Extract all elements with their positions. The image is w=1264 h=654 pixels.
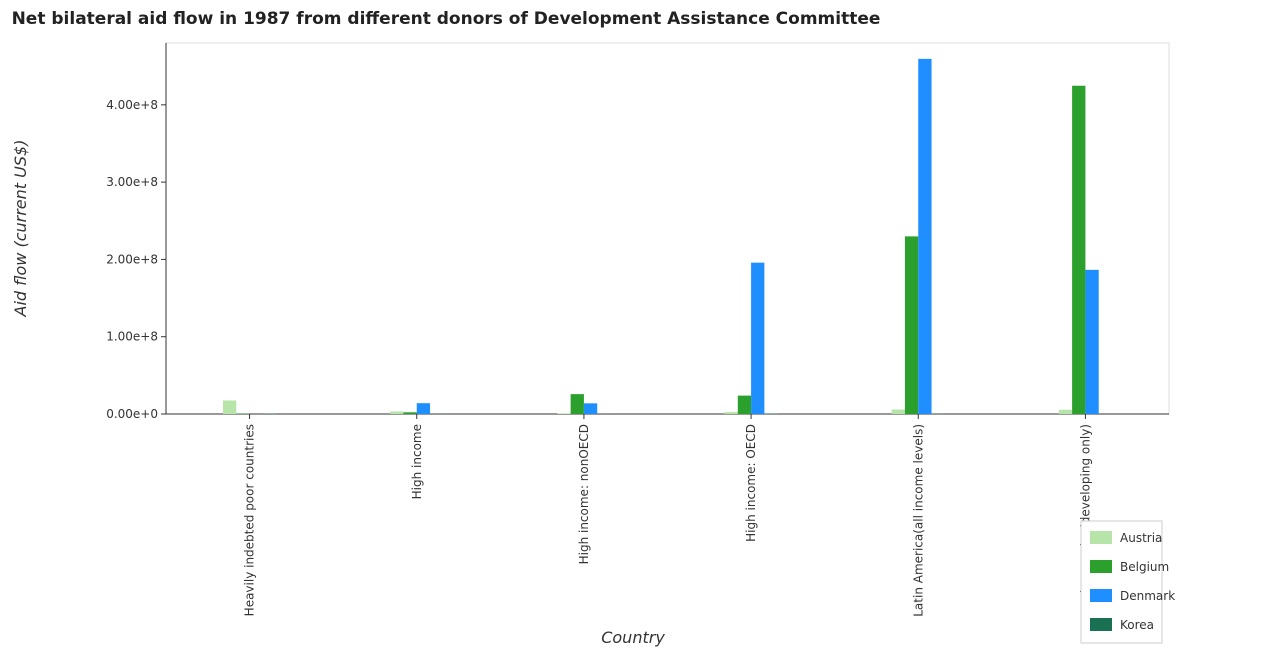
- bar-denmark: [751, 263, 764, 414]
- legend-label-korea: Korea: [1120, 618, 1154, 632]
- bar-austria: [1059, 410, 1072, 414]
- bars: [223, 59, 1099, 414]
- bar-belgium: [1072, 86, 1085, 414]
- x-ticks: Heavily indebted poor countries High inco…: [243, 414, 1093, 617]
- y-ticks: 0.00e+0 1.00e+8 2.00e+8 3.00e+8 4.00e+8: [106, 98, 166, 421]
- y-tick-label: 0.00e+0: [106, 407, 158, 421]
- y-tick-label: 3.00e+8: [106, 175, 158, 189]
- bar-denmark: [918, 59, 931, 414]
- legend-label-denmark: Denmark: [1120, 589, 1175, 603]
- chart-title: Net bilateral aid flow in 1987 from diff…: [12, 9, 881, 29]
- legend-swatch-korea: [1090, 618, 1112, 631]
- plot-frame: [166, 43, 1169, 414]
- legend-swatch-denmark: [1090, 589, 1112, 602]
- bar-austria: [390, 411, 403, 414]
- y-axis-label: Aid flow (current US$): [11, 140, 30, 318]
- bar-belgium: [905, 236, 918, 414]
- x-tick-label: Heavily indebted poor countries: [243, 424, 257, 616]
- x-tick-label: Latin America(all income levels): [911, 424, 925, 617]
- x-tick-label: High income: [410, 424, 424, 499]
- x-tick-label: High income: OECD: [744, 424, 758, 542]
- bar-belgium: [403, 412, 416, 414]
- legend-label-belgium: Belgium: [1120, 560, 1169, 574]
- x-tick-label: High income: nonOECD: [577, 424, 591, 564]
- bar-belgium: [571, 394, 584, 414]
- legend: Austria Belgium Denmark Korea: [1081, 521, 1175, 643]
- legend-label-austria: Austria: [1120, 531, 1162, 545]
- bar-denmark: [417, 403, 430, 414]
- bar-belgium: [738, 396, 751, 414]
- y-tick-label: 4.00e+8: [106, 98, 158, 112]
- y-tick-label: 1.00e+8: [106, 330, 158, 344]
- bar-austria: [557, 413, 570, 414]
- x-axis-label: Country: [601, 628, 665, 647]
- legend-swatch-belgium: [1090, 560, 1112, 573]
- bar-austria: [724, 412, 737, 414]
- bar-denmark: [1085, 270, 1098, 414]
- bar-denmark: [584, 403, 597, 414]
- bar-austria: [223, 400, 236, 414]
- legend-swatch-austria: [1090, 531, 1112, 544]
- y-tick-label: 2.00e+8: [106, 252, 158, 266]
- bar-austria: [892, 410, 905, 414]
